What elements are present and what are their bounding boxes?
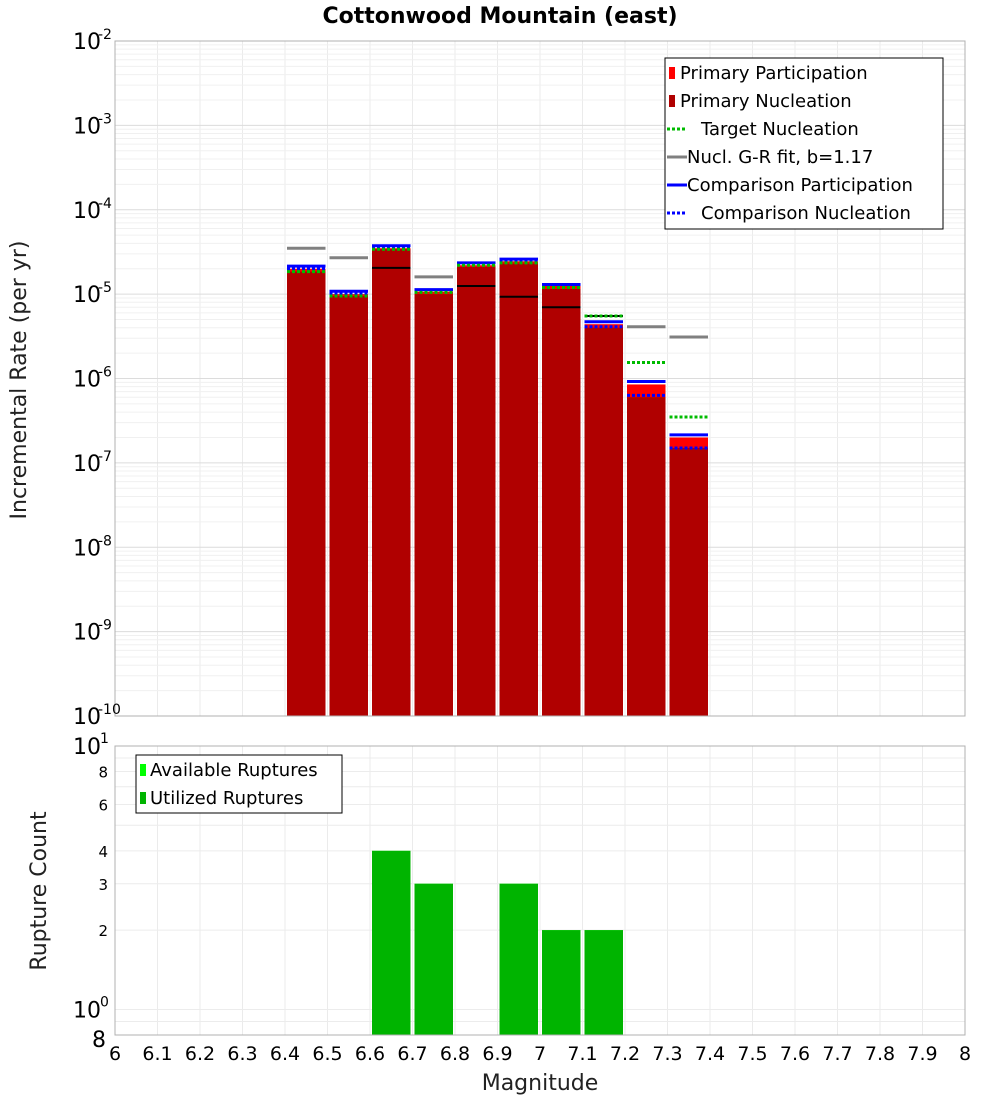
- legend-label: Available Ruptures: [150, 760, 318, 781]
- bar-primary-nucleation: [627, 397, 666, 716]
- legend-swatch: [140, 792, 146, 804]
- bar-primary-nucleation: [287, 271, 326, 716]
- bar-utilized-ruptures: [372, 850, 411, 1035]
- x-axis-label: Magnitude: [482, 1071, 599, 1096]
- legend-box: [135, 754, 343, 814]
- x-tick-label: 6.2: [185, 1043, 215, 1065]
- x-tick-label: 6.4: [270, 1043, 300, 1065]
- legend-label: Primary Nucleation: [680, 91, 852, 112]
- y-tick-label: 10: [73, 199, 101, 224]
- legend-box: [664, 57, 944, 230]
- legend-swatch: [140, 764, 146, 776]
- y-tick-exponent: -6: [98, 365, 112, 381]
- y-tick-label: 10: [73, 621, 101, 646]
- bar-primary-nucleation: [542, 289, 581, 716]
- top-y-axis-label: Incremental Rate (per yr): [7, 241, 32, 520]
- legend-label: Utilized Ruptures: [150, 788, 303, 809]
- bar-primary-nucleation: [499, 263, 538, 716]
- bar-primary-nucleation: [584, 327, 623, 716]
- x-tick-label: 6.6: [355, 1043, 385, 1065]
- x-tick-label: 7.5: [737, 1043, 767, 1065]
- x-tick-label: 7.2: [610, 1043, 640, 1065]
- x-tick-label: 6.8: [440, 1043, 470, 1065]
- legend-label: Target Nucleation: [700, 119, 859, 140]
- top-series-lines: [287, 244, 708, 450]
- chart-title: Cottonwood Mountain (east): [322, 4, 677, 29]
- y-tick-exponent: -2: [98, 27, 112, 43]
- x-tick-label: 6.7: [397, 1043, 427, 1065]
- y-tick-label: 4: [98, 843, 108, 861]
- top-plot-frame: [114, 40, 966, 717]
- y-tick-exponent: 1: [100, 731, 109, 747]
- top-legend: Primary Participation Primary Nucleation T…: [664, 57, 944, 230]
- top-y-tick-labels: 10-210-310-410-510-610-710-810-910-10: [73, 27, 121, 730]
- bottom-y-axis-label: Rupture Count: [27, 811, 52, 971]
- x-tick-label: 7.6: [780, 1043, 810, 1065]
- y-tick-label: 10: [73, 705, 101, 730]
- x-tick-label: 6.5: [312, 1043, 342, 1065]
- legend-swatch: [669, 95, 675, 107]
- top-gridlines: [114, 41, 966, 717]
- bar-utilized-ruptures: [584, 930, 623, 1035]
- x-tick-label: 7.8: [865, 1043, 895, 1065]
- y-tick-label: 8: [92, 1028, 106, 1053]
- bottom-plot-frame: [114, 745, 966, 1036]
- y-tick-exponent: -10: [98, 702, 121, 718]
- y-tick-label: 10: [73, 998, 101, 1023]
- x-tick-label: 6.3: [227, 1043, 257, 1065]
- x-tick-label: 7.1: [567, 1043, 597, 1065]
- y-tick-label: 3: [98, 876, 108, 894]
- bar-utilized-ruptures: [542, 930, 581, 1035]
- legend-label: Nucl. G-R fit, b=1.17: [687, 147, 873, 168]
- y-tick-label: 10: [73, 536, 101, 561]
- top-bars: [287, 248, 708, 717]
- x-tick-label: 7.9: [907, 1043, 937, 1065]
- y-tick-label: 10: [73, 30, 101, 55]
- bar-primary-nucleation: [457, 266, 496, 716]
- bar-primary-nucleation: [414, 294, 453, 716]
- y-tick-exponent: -7: [98, 449, 112, 465]
- x-tick-label: 7.3: [652, 1043, 682, 1065]
- bar-primary-nucleation: [329, 296, 368, 716]
- bottom-legend: Available Ruptures Utilized Ruptures: [135, 754, 343, 814]
- x-tick-labels: 6 6.1 6.2 6.3 6.4 6.5 6.6 6.7 6.8 6.9 7 7.1 7.2 7.3 7.…: [109, 1043, 971, 1065]
- y-tick-label: 10: [73, 452, 101, 477]
- x-tick-label: 7.4: [695, 1043, 725, 1065]
- legend-label: Comparison Nucleation: [701, 203, 911, 224]
- y-tick-label: 6: [98, 796, 108, 814]
- y-tick-label: 8: [98, 764, 108, 782]
- legend-label: Comparison Participation: [687, 175, 913, 196]
- legend-swatch: [669, 67, 675, 79]
- y-tick-exponent: 0: [100, 994, 109, 1010]
- y-tick-label: 10: [73, 114, 101, 139]
- bar-primary-nucleation: [372, 249, 411, 716]
- x-tick-label: 7: [534, 1043, 546, 1065]
- legend-label: Primary Participation: [680, 63, 868, 84]
- x-tick-label: 6.9: [482, 1043, 512, 1065]
- y-tick-label: 10: [73, 368, 101, 393]
- bottom-bars: [372, 850, 623, 1035]
- bar-utilized-ruptures: [414, 883, 453, 1035]
- x-tick-label: 6.1: [142, 1043, 172, 1065]
- y-tick-label: 10: [73, 735, 101, 760]
- y-tick-label: 10: [73, 283, 101, 308]
- x-tick-label: 7.7: [822, 1043, 852, 1065]
- y-tick-exponent: -8: [98, 533, 112, 549]
- x-tick-label: 6: [109, 1043, 121, 1065]
- y-tick-exponent: -4: [98, 196, 112, 212]
- y-tick-exponent: -9: [98, 618, 112, 634]
- x-tick-label: 8: [959, 1043, 971, 1065]
- y-tick-label: 2: [98, 922, 108, 940]
- y-tick-exponent: -3: [98, 111, 112, 127]
- bar-primary-nucleation: [669, 448, 708, 716]
- y-tick-exponent: -5: [98, 280, 112, 296]
- bar-utilized-ruptures: [499, 883, 538, 1035]
